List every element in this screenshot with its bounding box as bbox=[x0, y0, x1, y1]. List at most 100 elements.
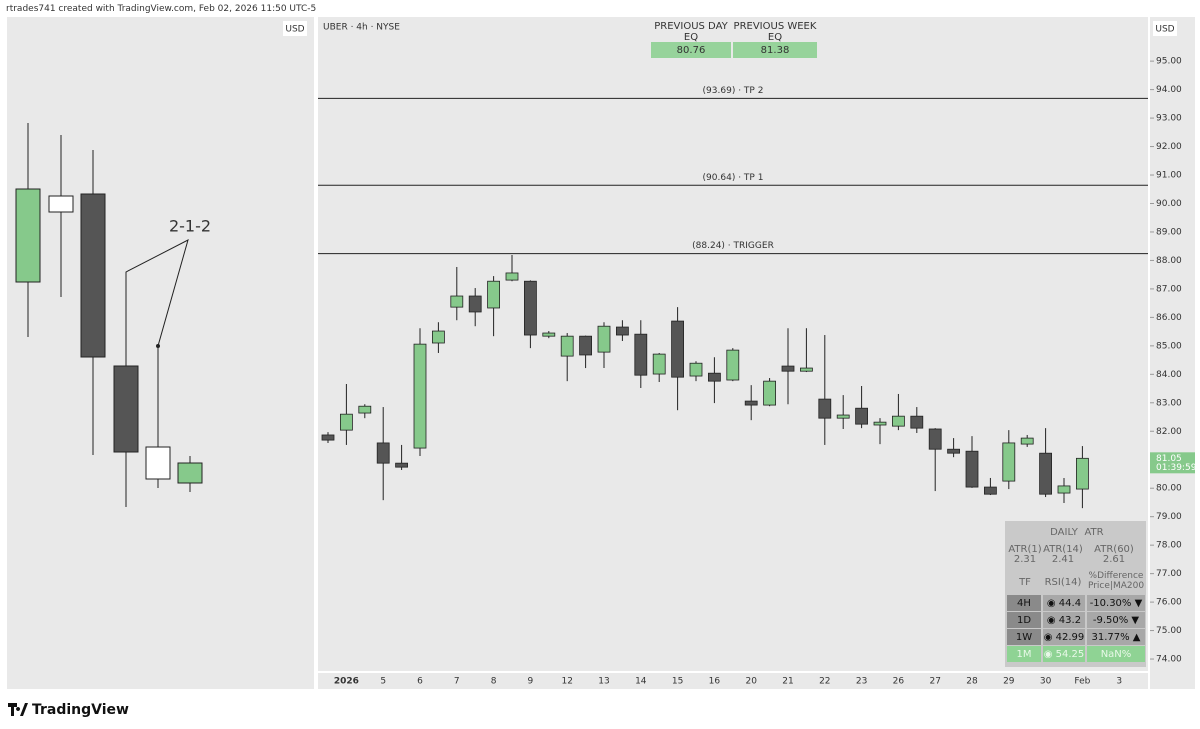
x-tick-label: 29 bbox=[1003, 677, 1015, 687]
candle-down bbox=[376, 442, 390, 464]
candle-down bbox=[1039, 452, 1052, 495]
candle-up bbox=[800, 367, 813, 372]
level-label: (93.69) · TP 2 bbox=[703, 86, 764, 96]
candle-up bbox=[542, 332, 556, 337]
pattern-sketch bbox=[15, 123, 203, 507]
candle-up bbox=[339, 413, 353, 431]
candle-up bbox=[763, 380, 776, 406]
atr-cell: NaN% bbox=[1087, 646, 1145, 662]
x-tick-label: 2026 bbox=[334, 677, 359, 687]
currency: USD bbox=[1155, 25, 1174, 35]
brand: TradingView bbox=[32, 702, 129, 718]
y-tick-label: 93.00 bbox=[1156, 114, 1182, 124]
caption: rtrades741 created with TradingView.com,… bbox=[6, 4, 317, 14]
y-tick-label: 90.00 bbox=[1156, 199, 1182, 209]
x-tick-label: 6 bbox=[417, 677, 423, 687]
atr-cell: -9.50% ▼ bbox=[1087, 612, 1145, 628]
candle-up bbox=[726, 349, 740, 381]
x-tick-label: 30 bbox=[1040, 677, 1052, 687]
y-tick-label: 82.00 bbox=[1156, 427, 1182, 437]
x-tick-label: 9 bbox=[528, 677, 534, 687]
x-tick-label: Feb bbox=[1074, 677, 1090, 687]
atr-cell: 1M bbox=[1007, 646, 1041, 662]
y-tick-label: 74.00 bbox=[1156, 655, 1182, 665]
chart-title: UBER · 4h · NYSE bbox=[323, 23, 400, 33]
x-tick-label: 3 bbox=[1116, 677, 1122, 687]
x-tick-label: 23 bbox=[856, 677, 867, 687]
atr-cell: 4H bbox=[1007, 595, 1041, 611]
candle-up bbox=[560, 335, 574, 357]
y-tick-label: 85.00 bbox=[1156, 341, 1182, 351]
candle-down bbox=[468, 295, 482, 313]
candle-down bbox=[708, 372, 721, 382]
y-tick-label: 75.00 bbox=[1156, 626, 1182, 636]
y-tick-label: 83.00 bbox=[1156, 398, 1182, 408]
atr-cell: 31.77% ▲ bbox=[1087, 629, 1145, 645]
atr-cell: ◉ 42.99 bbox=[1043, 629, 1085, 645]
candle-down bbox=[524, 280, 537, 336]
level-label: (88.24) · TRIGGER bbox=[692, 241, 774, 251]
y-tick-label: 77.00 bbox=[1156, 569, 1182, 579]
annotation: 2-1-2 bbox=[169, 217, 211, 236]
x-tick-label: 15 bbox=[672, 677, 683, 687]
x-tick-label: 14 bbox=[635, 677, 647, 687]
atr-cell: 1W bbox=[1007, 629, 1041, 645]
candle-down bbox=[947, 448, 960, 454]
candle-up bbox=[505, 272, 519, 281]
atr-label: ATR(14) bbox=[1043, 543, 1083, 555]
y-tick-label: 92.00 bbox=[1156, 142, 1182, 152]
candle-down bbox=[855, 407, 868, 425]
y-tick-label: 86.00 bbox=[1156, 313, 1182, 323]
atr-cell: -10.30% ▼ bbox=[1087, 595, 1145, 611]
candle-down bbox=[928, 428, 942, 450]
x-tick-label: 12 bbox=[561, 677, 572, 687]
time-axis bbox=[318, 673, 1148, 689]
atr-table: DAILY ATR ATR(1) 2.31 ATR(14) 2.41 ATR(6… bbox=[1005, 521, 1146, 667]
atr-value: 2.31 bbox=[1013, 553, 1037, 565]
candle-down bbox=[744, 400, 758, 406]
atr-cell: ◉ 54.25 bbox=[1043, 646, 1085, 662]
y-tick-label: 95.00 bbox=[1156, 57, 1182, 67]
y-tick-label: 88.00 bbox=[1156, 256, 1182, 266]
candle-down bbox=[321, 434, 335, 441]
eq-value: 81.38 bbox=[733, 42, 817, 58]
candle-down bbox=[910, 415, 924, 429]
left-panel bbox=[7, 17, 314, 689]
level-label: (90.64) · TP 1 bbox=[703, 173, 764, 183]
y-tick-label: 78.00 bbox=[1156, 541, 1182, 551]
x-tick-label: 13 bbox=[598, 677, 609, 687]
candle-down bbox=[781, 365, 795, 372]
brand-logo bbox=[8, 703, 28, 716]
candle-up bbox=[1076, 457, 1089, 490]
x-tick-label: 22 bbox=[819, 677, 830, 687]
x-tick-label: 20 bbox=[745, 677, 757, 687]
y-tick-label: 87.00 bbox=[1156, 284, 1182, 294]
eq-header: PREVIOUS WEEK EQ bbox=[733, 21, 817, 43]
x-tick-label: 27 bbox=[929, 677, 940, 687]
atr-value: 2.41 bbox=[1051, 553, 1075, 565]
column-header: RSI(14) bbox=[1044, 576, 1082, 588]
y-tick-label: 80.00 bbox=[1156, 484, 1182, 494]
candle-up bbox=[597, 325, 611, 353]
candle-up bbox=[431, 330, 445, 344]
candle-up bbox=[413, 343, 427, 449]
candle-down bbox=[579, 335, 592, 356]
candle-up bbox=[892, 415, 905, 427]
last-price-box bbox=[1150, 452, 1195, 474]
x-tick-label: 28 bbox=[966, 677, 978, 687]
candle-up bbox=[450, 295, 464, 308]
x-tick-label: 21 bbox=[782, 677, 793, 687]
y-tick-label: 79.00 bbox=[1156, 512, 1182, 522]
candle-down bbox=[634, 333, 648, 376]
eq-header: PREVIOUS DAY EQ bbox=[654, 21, 728, 43]
x-tick-label: 8 bbox=[491, 677, 497, 687]
atr-header: DAILY bbox=[1050, 526, 1078, 538]
y-tick-label: 84.00 bbox=[1156, 370, 1182, 380]
candle-down bbox=[818, 398, 832, 419]
candle-up bbox=[652, 353, 666, 375]
candle-down bbox=[395, 462, 409, 468]
y-tick-label: 89.00 bbox=[1156, 227, 1182, 237]
column-header: TF bbox=[1019, 576, 1031, 588]
eq-value: 80.76 bbox=[651, 42, 731, 58]
